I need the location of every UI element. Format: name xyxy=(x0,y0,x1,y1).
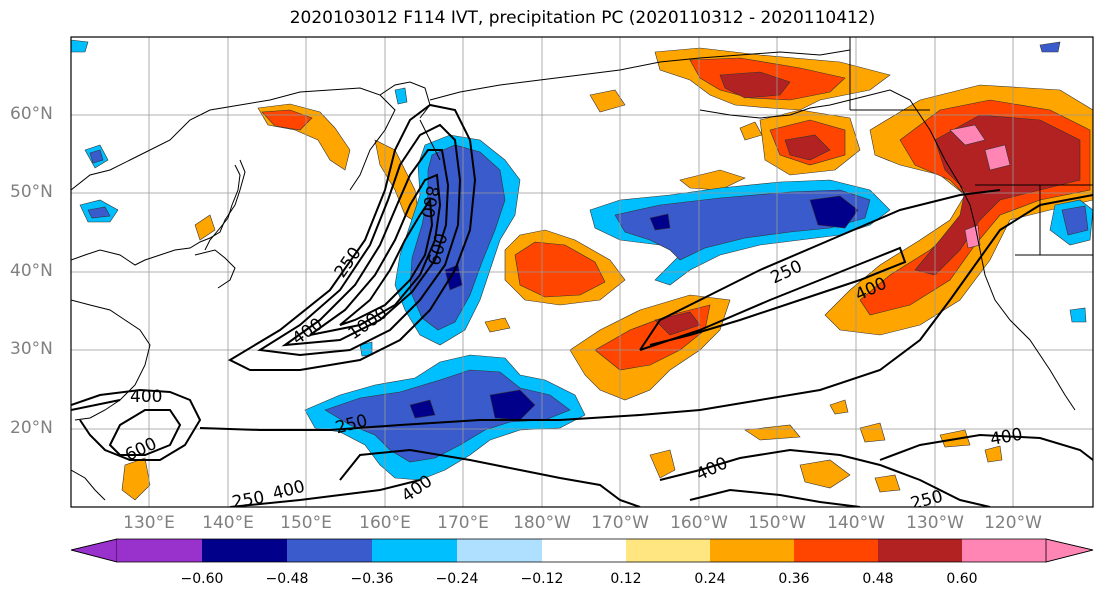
colorbar-extend-high xyxy=(1045,538,1094,563)
map-panel: 250 400 600 800 1000 250 400 400 600 250… xyxy=(71,37,1093,515)
colorbar-segment xyxy=(626,539,710,562)
lat-label-60n: 60°N xyxy=(10,104,53,124)
lat-label-50n: 50°N xyxy=(10,182,53,202)
positive-anomaly-shading xyxy=(121,47,1093,501)
map-frame xyxy=(70,36,1094,508)
lon-label: 160°W xyxy=(670,513,728,533)
colorbar-segment xyxy=(962,539,1046,562)
contour-label: 250 xyxy=(231,488,266,513)
lon-label: 130°E xyxy=(123,513,175,533)
colorbar-segment xyxy=(542,539,626,562)
lon-label: 140°W xyxy=(827,513,885,533)
colorbar-segment xyxy=(457,539,542,562)
graticule xyxy=(71,37,1093,507)
colorbar-segment xyxy=(878,539,962,562)
lat-label-30n: 30°N xyxy=(10,339,53,359)
coastlines xyxy=(71,37,1093,501)
lon-label: 170°E xyxy=(437,513,489,533)
colorbar-tick-label: −0.60 xyxy=(180,571,224,587)
contour-label: 250 xyxy=(909,487,946,515)
colorbar-tick-label: −0.24 xyxy=(435,571,479,587)
colorbar-segment xyxy=(117,539,202,562)
ivt-contours xyxy=(71,103,1093,507)
lat-label-20n: 20°N xyxy=(10,418,53,438)
colorbar-tick-label: −0.48 xyxy=(265,571,309,587)
colorbar xyxy=(70,538,1094,563)
colorbar-segment xyxy=(202,539,287,562)
colorbar-tick-label: −0.36 xyxy=(350,571,394,587)
lon-label: 120°W xyxy=(984,513,1042,533)
colorbar-tick-label: 0.48 xyxy=(862,571,894,587)
lon-label: 130°W xyxy=(906,513,964,533)
lon-label: 180°W xyxy=(513,513,571,533)
map-title: 2020103012 F114 IVT, precipitation PC (2… xyxy=(289,8,876,28)
colorbar-tick-label: 0.12 xyxy=(610,571,642,587)
colorbar-tick-label: 0.36 xyxy=(778,571,810,587)
colorbar-segment xyxy=(794,539,878,562)
contour-label: 400 xyxy=(130,387,162,407)
lon-label: 140°E xyxy=(202,513,254,533)
colorbar-tick-label: 0.24 xyxy=(694,571,726,587)
lon-label: 160°E xyxy=(359,513,411,533)
colorbar-segment xyxy=(287,539,372,562)
colorbar-extend-low xyxy=(70,538,118,563)
colorbar-tick-label: −0.12 xyxy=(520,571,564,587)
lat-label-40n: 40°N xyxy=(10,261,53,281)
lon-label: 150°W xyxy=(748,513,806,533)
lon-label: 150°E xyxy=(280,513,332,533)
colorbar-tick-label: 0.60 xyxy=(946,571,978,587)
colorbar-segment xyxy=(710,539,794,562)
lon-label: 170°W xyxy=(591,513,649,533)
colorbar-segment xyxy=(372,539,457,562)
